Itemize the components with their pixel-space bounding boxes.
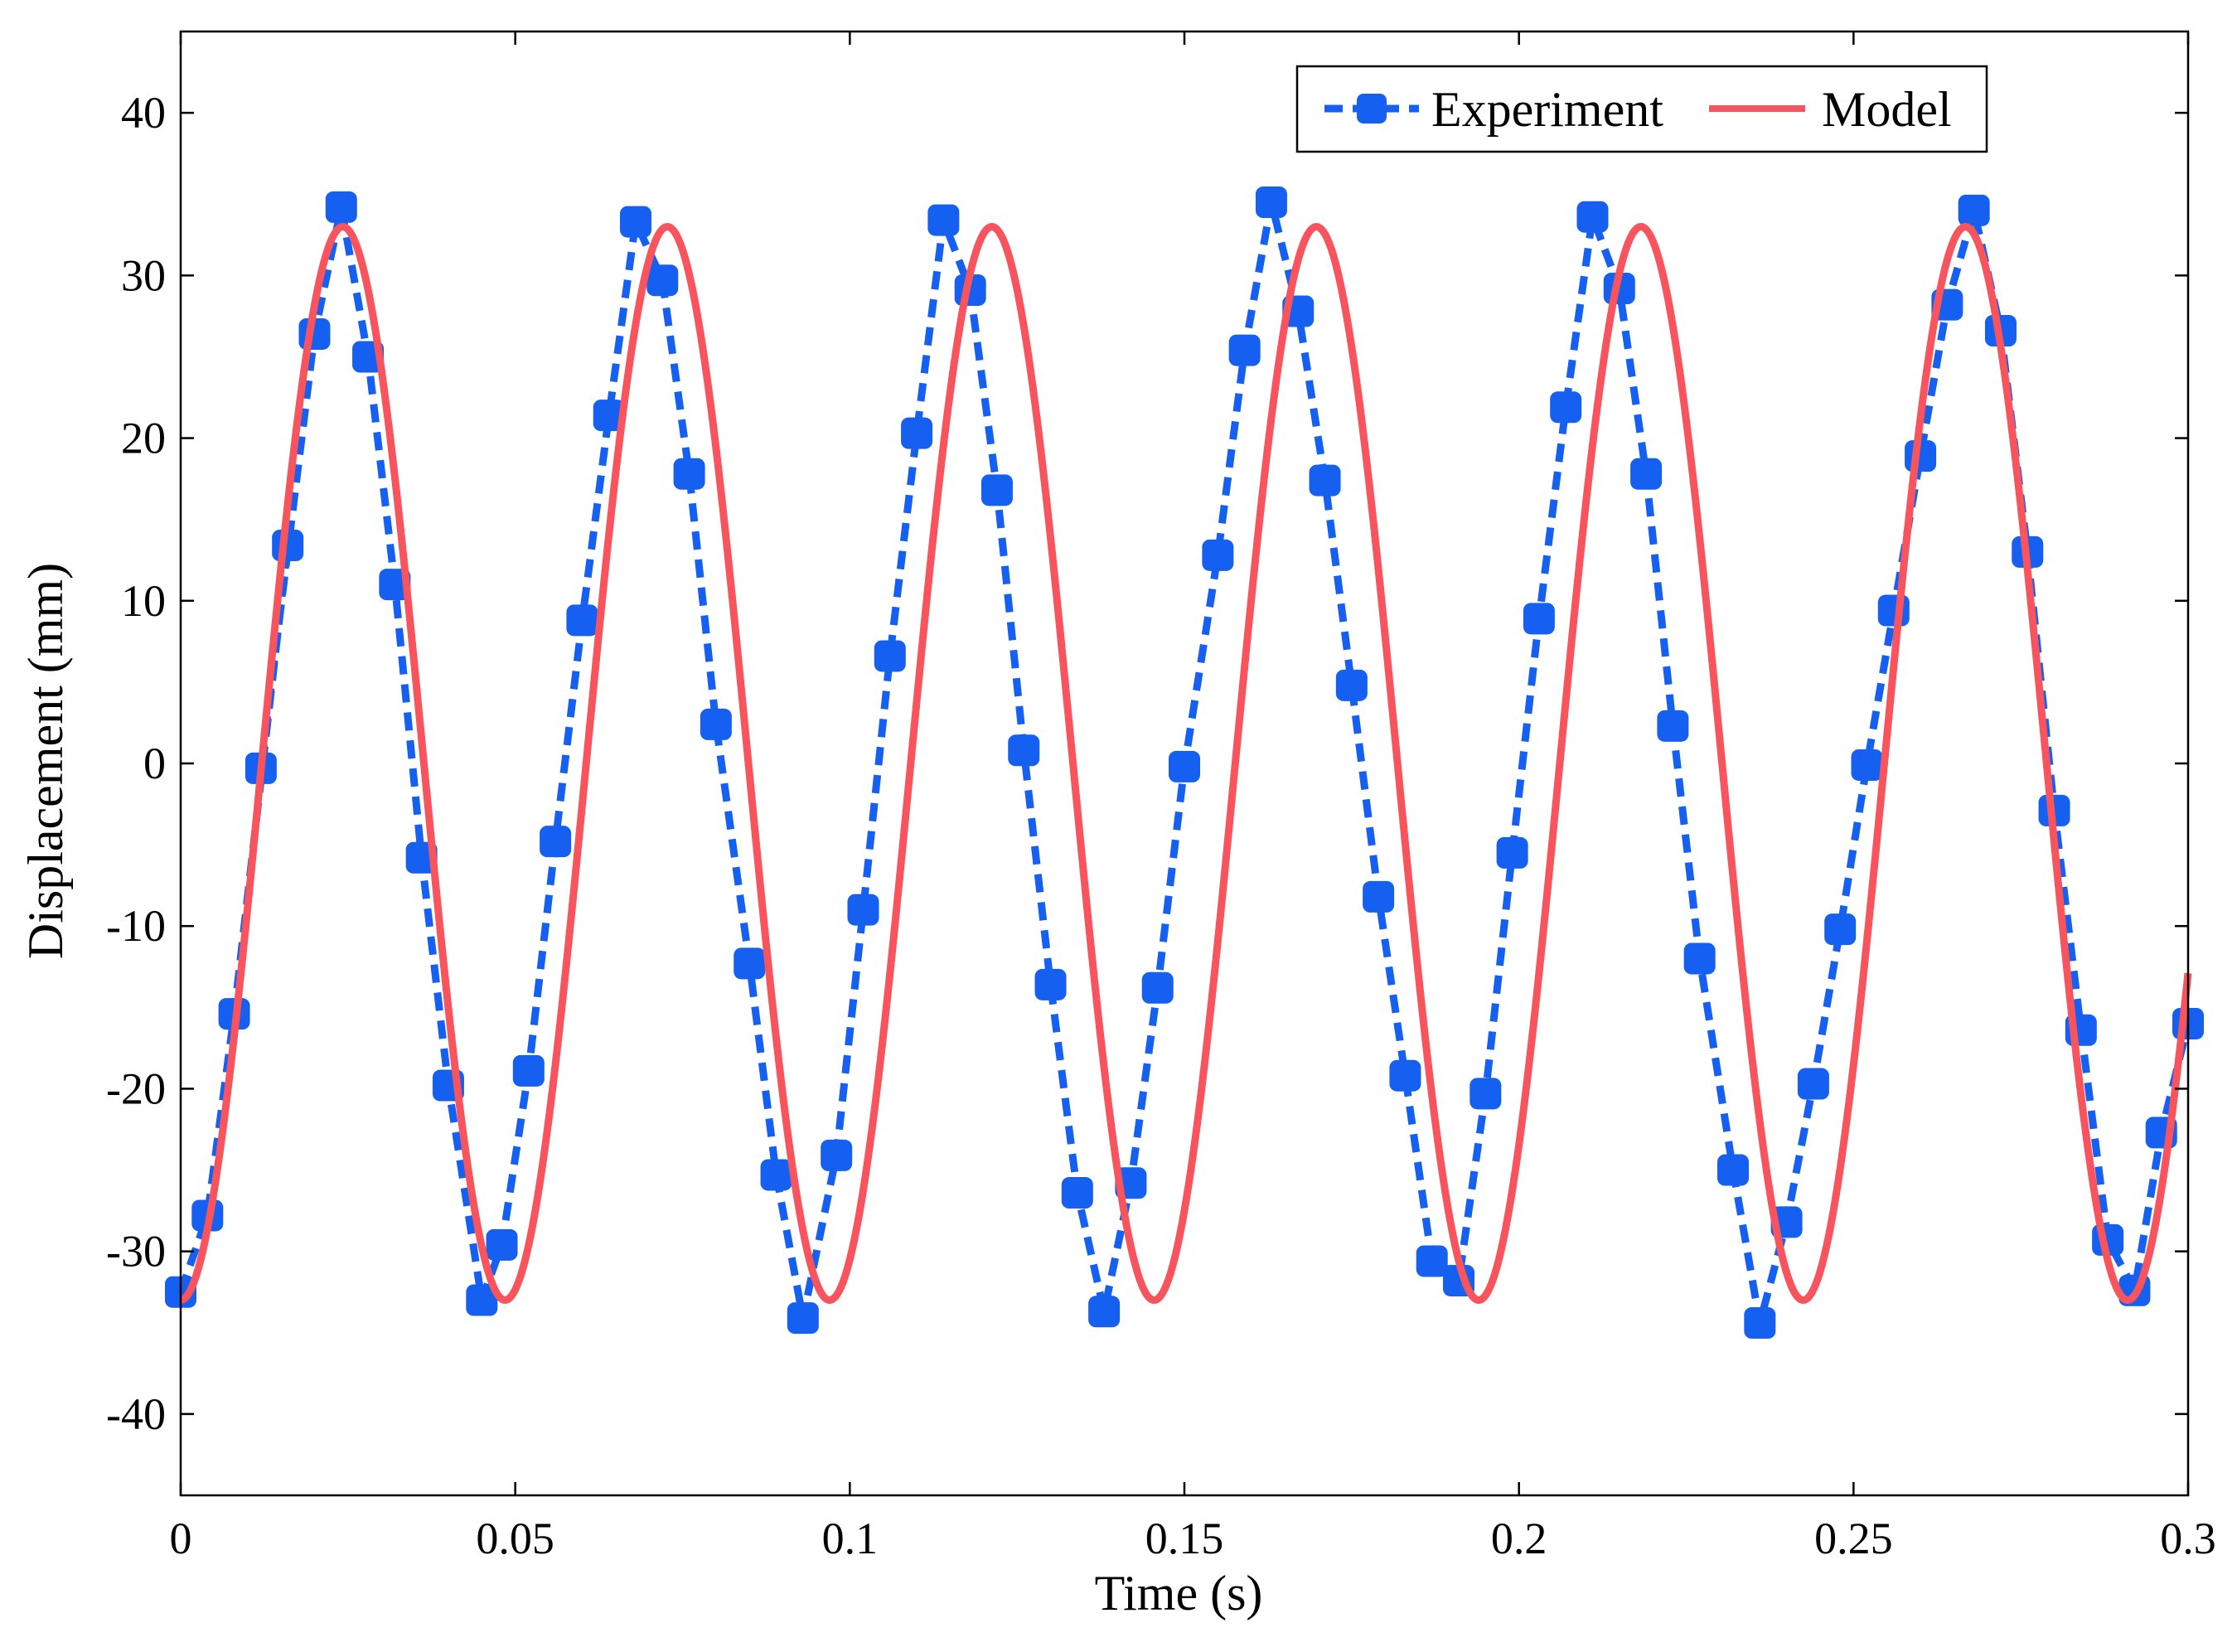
plot-frame (179, 30, 2190, 1497)
experiment-point (619, 206, 651, 238)
experiment-point (1496, 836, 1528, 869)
experiment-point (1255, 187, 1287, 219)
experiment-point (1034, 968, 1067, 1000)
experiment-point (1576, 201, 1609, 233)
experiment-point (1744, 1307, 1776, 1340)
experiment-point (466, 1284, 498, 1316)
y-axis-title: Displacement (mm) (18, 563, 73, 959)
x-axis-title: Time (s) (1095, 1566, 1263, 1621)
axis-ticks: 0 0.05 0.1 0.15 0.2 0.25 0.3 -40 -30 -20 -10 0 10 20 3… (106, 31, 2216, 1563)
experiment-point (1470, 1078, 1502, 1110)
x-tick-label: 0.2 (1491, 1514, 1547, 1563)
x-tick-label: 0.3 (2160, 1514, 2216, 1563)
experiment-point (1851, 748, 1883, 781)
x-tick-label: 0.15 (1145, 1514, 1224, 1563)
legend-experiment-label: Experiment (1431, 82, 1663, 137)
experiment-point (1335, 669, 1368, 701)
experiment-point (981, 474, 1013, 506)
x-tick-label: 0 (170, 1514, 192, 1563)
experiment-point (787, 1302, 819, 1335)
experiment-point (1202, 539, 1234, 571)
y-tick-label: -40 (106, 1389, 166, 1439)
experiment-point (593, 400, 625, 432)
experiment-point (1683, 942, 1716, 975)
experiment-point (1657, 710, 1689, 742)
x-tick-label: 0.05 (476, 1514, 554, 1563)
experiment-point (1630, 458, 1663, 490)
y-tick-label: 30 (121, 250, 166, 300)
y-tick-label: -20 (106, 1063, 166, 1113)
y-tick-label: 20 (121, 414, 166, 463)
experiment-point (540, 826, 572, 858)
experiment-point (566, 604, 598, 637)
experiment-point (734, 947, 766, 980)
y-tick-label: 10 (121, 576, 166, 626)
y-tick-label: 0 (143, 739, 166, 788)
legend: Experiment Model (1295, 65, 1988, 153)
experiment-point (1309, 464, 1341, 497)
experiment-point (847, 894, 879, 926)
experiment-point (673, 458, 705, 490)
experiment-point (901, 417, 933, 449)
experiment-point (1550, 391, 1582, 424)
model-series-line (179, 222, 2192, 1305)
experiment-point (874, 640, 906, 672)
y-tick-label: -30 (106, 1227, 166, 1277)
experiment-point (1088, 1296, 1121, 1328)
legend-box (1295, 65, 1988, 153)
experiment-point (700, 708, 732, 740)
experiment-point (1061, 1177, 1093, 1209)
experiment-point (512, 1054, 545, 1087)
experiment-point (1228, 334, 1261, 366)
experiment-point (1824, 913, 1857, 946)
experiment-point (1363, 880, 1395, 913)
experiment-point (821, 1139, 853, 1171)
experiment-point (1389, 1059, 1421, 1092)
y-tick-label: -10 (106, 901, 166, 951)
plot-area (165, 187, 2204, 1340)
legend-model-label: Model (1822, 82, 1952, 137)
experiment-point (1141, 971, 1174, 1004)
experiment-point (1169, 750, 1200, 782)
experiment-point (1523, 603, 1555, 635)
experiment-point (927, 204, 960, 236)
experiment-point (1958, 194, 1990, 226)
x-tick-label: 0.1 (822, 1514, 879, 1563)
experiment-point (760, 1159, 792, 1191)
experiment-point (1416, 1245, 1448, 1277)
experiment-point (486, 1228, 518, 1261)
y-tick-label: 40 (121, 88, 166, 138)
experiment-point (1877, 594, 1910, 627)
experiment-point (325, 191, 357, 223)
experiment-point (1008, 734, 1040, 767)
x-tick-label: 0.25 (1814, 1514, 1893, 1563)
legend-experiment-marker (1357, 94, 1387, 124)
experiment-point (646, 264, 679, 297)
experiment-point (1717, 1154, 1750, 1186)
experiment-point (1797, 1068, 1829, 1100)
